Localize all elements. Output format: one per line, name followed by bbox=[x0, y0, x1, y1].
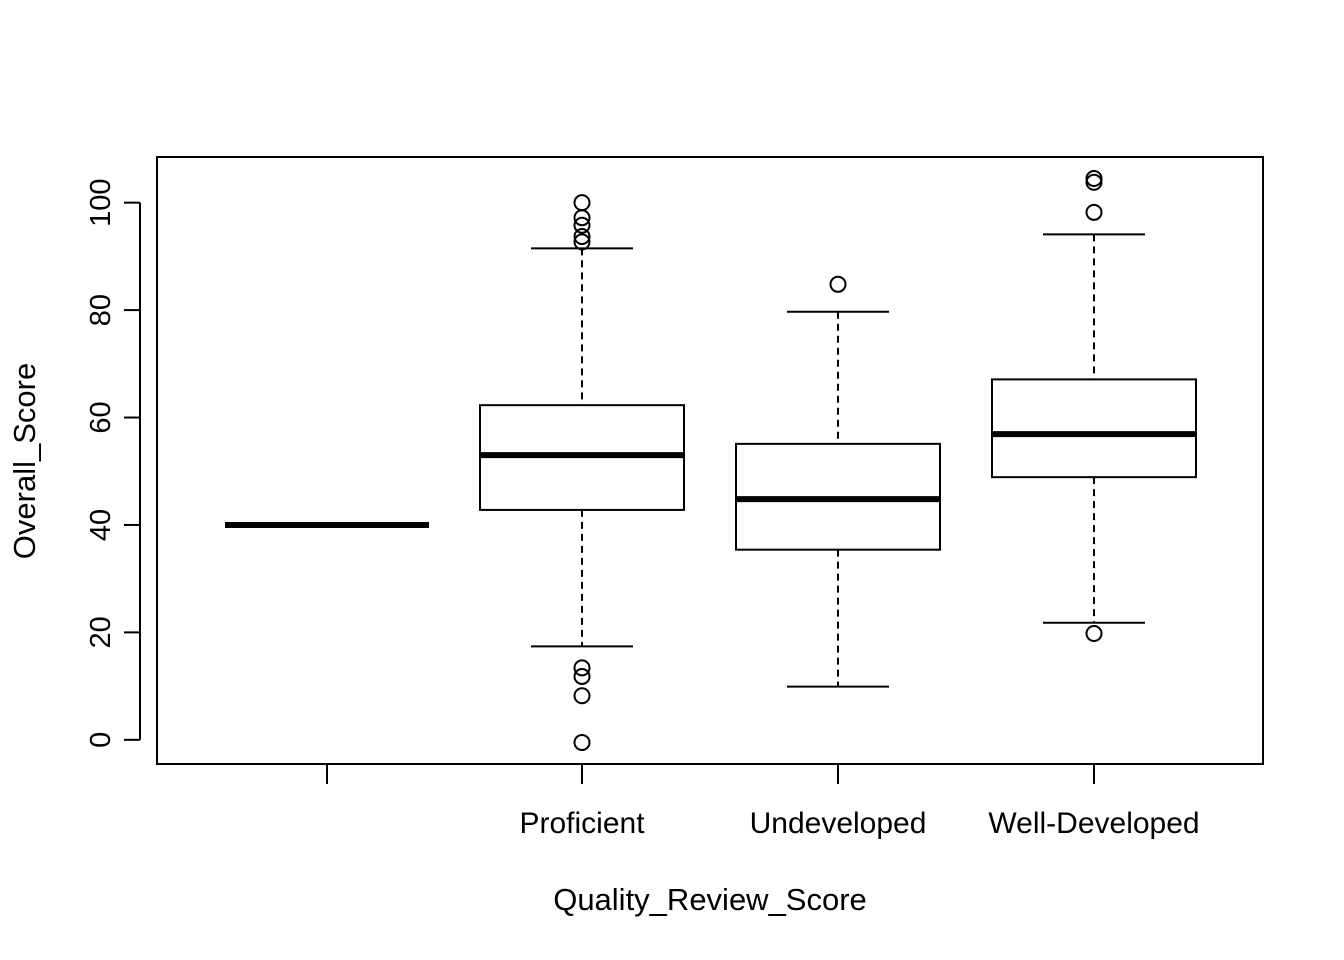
y-tick-label: 100 bbox=[85, 178, 117, 226]
x-axis-title: Quality_Review_Score bbox=[553, 882, 867, 917]
box-series bbox=[991, 169, 1197, 642]
x-tick-label: Undeveloped bbox=[750, 807, 927, 840]
outlier-point bbox=[573, 734, 591, 752]
x-tick-label: Well-Developed bbox=[988, 807, 1199, 840]
y-tick-label: 60 bbox=[85, 401, 117, 433]
x-axis: Proficient Undeveloped Well-Developed bbox=[326, 764, 1200, 840]
outlier-point bbox=[573, 194, 591, 212]
plot-frame bbox=[156, 156, 1264, 765]
y-tick-label: 40 bbox=[85, 509, 117, 541]
outlier-point bbox=[1085, 203, 1103, 221]
outlier-point bbox=[573, 216, 591, 234]
y-axis: 0 20 40 60 80 100 bbox=[85, 178, 141, 748]
outlier-point bbox=[1085, 169, 1103, 187]
outlier-point bbox=[1085, 173, 1103, 191]
y-tick-label: 0 bbox=[85, 732, 117, 748]
outlier-point bbox=[573, 228, 591, 246]
outlier-point bbox=[1085, 624, 1103, 642]
outlier-point bbox=[573, 659, 591, 677]
y-axis-title: Overall_Score bbox=[7, 363, 42, 559]
y-tick-label: 20 bbox=[85, 616, 117, 648]
outlier-point bbox=[573, 687, 591, 705]
outlier-point bbox=[573, 233, 591, 251]
box-series bbox=[479, 194, 685, 752]
box bbox=[991, 378, 1197, 479]
x-tick-label: Proficient bbox=[519, 807, 645, 840]
boxes-group bbox=[225, 169, 1197, 752]
outlier-point bbox=[573, 667, 591, 685]
box-series bbox=[735, 275, 941, 688]
y-tick-label: 80 bbox=[85, 294, 117, 326]
outlier-point bbox=[573, 209, 591, 227]
outlier-point bbox=[829, 275, 847, 293]
